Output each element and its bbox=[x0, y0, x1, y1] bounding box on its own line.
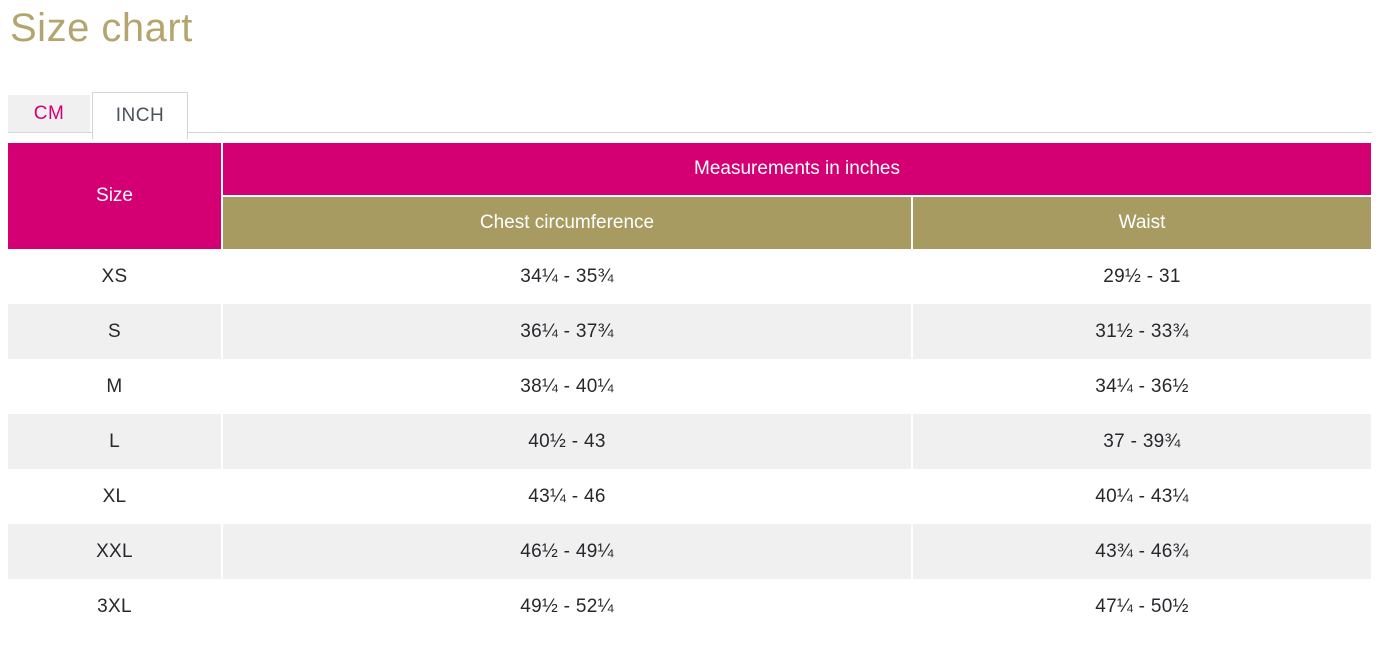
chest-cell: 49½ - 52¼ bbox=[221, 579, 912, 634]
chest-cell: 40½ - 43 bbox=[221, 414, 912, 469]
size-cell: L bbox=[8, 414, 222, 469]
waist-cell: 29½ - 31 bbox=[911, 249, 1371, 304]
table-row: M 38¼ - 40¼ 34¼ - 36½ bbox=[8, 359, 1371, 414]
table-row: XS 34¼ - 35¾ 29½ - 31 bbox=[8, 249, 1371, 304]
waist-column-header: Waist bbox=[911, 196, 1371, 249]
waist-cell: 31½ - 33¾ bbox=[911, 304, 1371, 359]
waist-cell: 37 - 39¾ bbox=[911, 414, 1371, 469]
table-row: XL 43¼ - 46 40¼ - 43¼ bbox=[8, 469, 1371, 524]
waist-cell: 43¾ - 46¾ bbox=[911, 524, 1371, 579]
size-chart-table: Size Measurements in inches Chest circum… bbox=[8, 143, 1371, 634]
unit-tabbar: CM INCH bbox=[8, 92, 1372, 139]
waist-cell: 47¼ - 50½ bbox=[911, 579, 1371, 634]
size-column-header: Size bbox=[8, 143, 223, 249]
size-cell: M bbox=[106, 375, 123, 397]
chest-cell: 46½ - 49¼ bbox=[221, 524, 912, 579]
size-cell: 3XL bbox=[97, 595, 132, 617]
size-cell: XXL bbox=[8, 524, 222, 579]
size-cell: XS bbox=[101, 265, 128, 287]
group-header-row: Size Measurements in inches bbox=[8, 143, 1371, 249]
table-row: XXL 46½ - 49¼ 43¾ - 46¾ bbox=[8, 524, 1371, 579]
size-cell: XL bbox=[102, 485, 127, 507]
tab-cm[interactable]: CM bbox=[8, 95, 90, 133]
waist-cell: 40¼ - 43¼ bbox=[911, 469, 1371, 524]
size-chart-page: Size chart CM INCH Size Measurements in … bbox=[0, 6, 1381, 671]
chest-cell: 34¼ - 35¾ bbox=[221, 249, 912, 304]
chest-cell: 43¼ - 46 bbox=[221, 469, 912, 524]
tab-inch[interactable]: INCH bbox=[92, 92, 188, 139]
chest-column-header: Chest circumference bbox=[222, 196, 912, 249]
measurements-group-header: Measurements in inches bbox=[222, 143, 1371, 197]
table-row: 3XL 49½ - 52¼ 47¼ - 50½ bbox=[8, 579, 1371, 634]
table-row: S 36¼ - 37¾ 31½ - 33¾ bbox=[8, 304, 1371, 359]
table-row: L 40½ - 43 37 - 39¾ bbox=[8, 414, 1371, 469]
size-cell: S bbox=[8, 304, 222, 359]
sub-header-row: Chest circumference Waist bbox=[8, 196, 1371, 249]
chest-cell: 38¼ - 40¼ bbox=[221, 359, 912, 414]
waist-cell: 34¼ - 36½ bbox=[911, 359, 1371, 414]
tab-cm-label: CM bbox=[33, 103, 65, 124]
page-title: Size chart bbox=[10, 6, 193, 50]
chest-cell: 36¼ - 37¾ bbox=[221, 304, 912, 359]
tab-inch-label: INCH bbox=[115, 105, 165, 126]
